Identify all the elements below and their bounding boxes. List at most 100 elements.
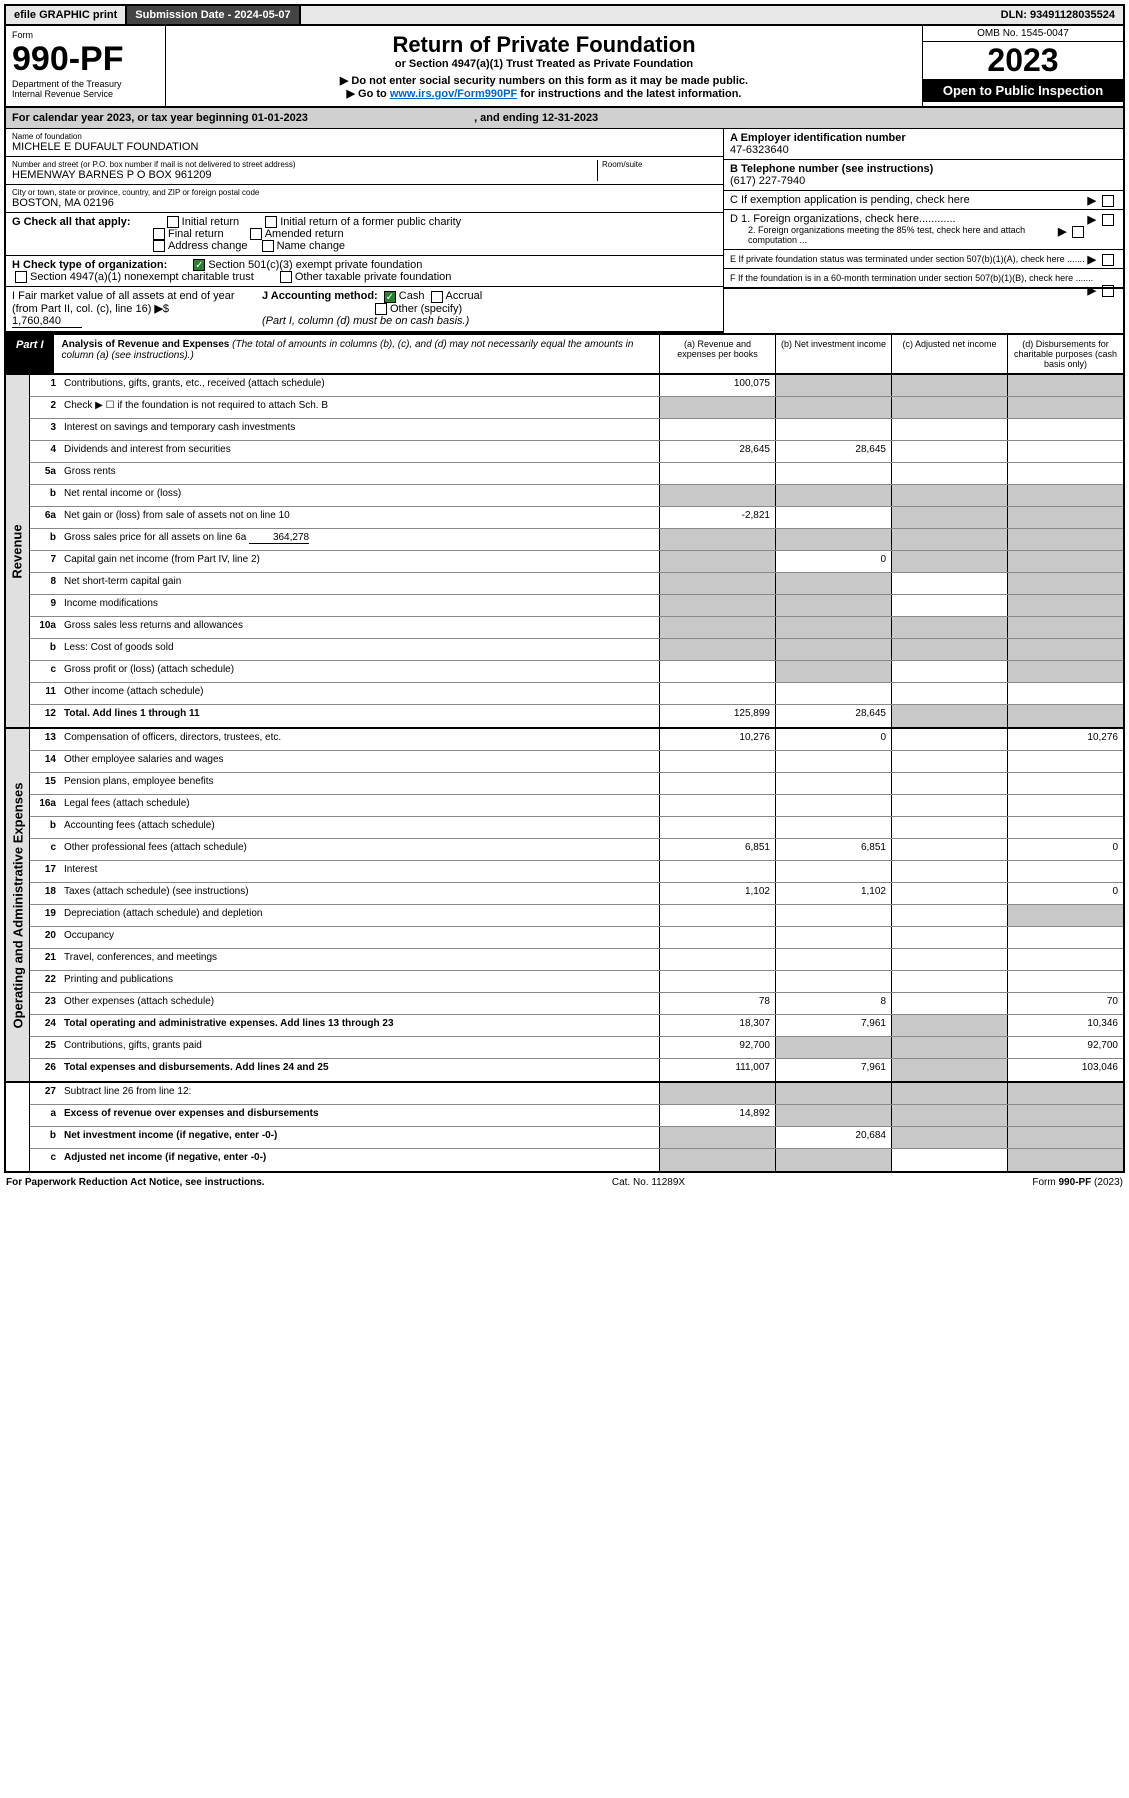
col-b: 7,961 [775, 1015, 891, 1036]
line-no: 23 [30, 993, 60, 1014]
col-d-header: (d) Disbursements for charitable purpose… [1007, 335, 1123, 373]
j-cash: Cash [399, 290, 425, 302]
line-no: 14 [30, 751, 60, 772]
chk-85pct[interactable] [1072, 226, 1084, 238]
line-no: 16a [30, 795, 60, 816]
chk-other-taxable[interactable] [280, 271, 292, 283]
j-accrual: Accrual [446, 290, 483, 302]
col-a [659, 905, 775, 926]
line-desc: Other income (attach schedule) [60, 683, 659, 704]
chk-status-terminated[interactable] [1102, 254, 1114, 266]
col-c [891, 927, 1007, 948]
chk-accrual[interactable] [431, 291, 443, 303]
chk-amended-return[interactable] [250, 228, 262, 240]
name-label: Name of foundation [12, 132, 717, 141]
line-b: bLess: Cost of goods sold [30, 639, 1123, 661]
line-desc: Interest [60, 861, 659, 882]
street-address: HEMENWAY BARNES P O BOX 961209 [12, 169, 597, 181]
col-c [891, 861, 1007, 882]
col-b [775, 795, 891, 816]
irs-label: Internal Revenue Service [12, 89, 159, 99]
col-b: 0 [775, 551, 891, 572]
form-number: 990-PF [12, 40, 159, 79]
col-a [659, 971, 775, 992]
line-no: 13 [30, 729, 60, 750]
chk-other-method[interactable] [375, 303, 387, 315]
line-desc: Total expenses and disbursements. Add li… [60, 1059, 659, 1081]
col-b [775, 1083, 891, 1104]
col-c [891, 551, 1007, 572]
line-no: 21 [30, 949, 60, 970]
line-no: c [30, 661, 60, 682]
col-c [891, 441, 1007, 462]
col-a [659, 661, 775, 682]
chk-60month[interactable] [1102, 285, 1114, 297]
line-desc: Legal fees (attach schedule) [60, 795, 659, 816]
chk-address-change[interactable] [153, 240, 165, 252]
line-8: 8Net short-term capital gain [30, 573, 1123, 595]
g-opt-1: Initial return of a former public charit… [280, 216, 461, 228]
col-a [659, 817, 775, 838]
line-27: 27Subtract line 26 from line 12: [30, 1083, 1123, 1105]
line-12: 12Total. Add lines 1 through 11125,89928… [30, 705, 1123, 727]
col-d [1007, 485, 1123, 506]
line-22: 22Printing and publications [30, 971, 1123, 993]
col-a: 1,102 [659, 883, 775, 904]
col-a-header: (a) Revenue and expenses per books [659, 335, 775, 373]
line-desc: Taxes (attach schedule) (see instruction… [60, 883, 659, 904]
chk-name-change[interactable] [262, 240, 274, 252]
chk-cash[interactable] [384, 291, 396, 303]
i-value: 1,760,840 [12, 315, 82, 328]
col-b [775, 861, 891, 882]
chk-4947a1[interactable] [15, 271, 27, 283]
f-label: F If the foundation is in a 60-month ter… [730, 273, 1093, 283]
line-desc: Pension plans, employee benefits [60, 773, 659, 794]
line-no: 1 [30, 375, 60, 396]
line-no: 22 [30, 971, 60, 992]
line-no: 5a [30, 463, 60, 484]
line-desc: Adjusted net income (if negative, enter … [60, 1149, 659, 1171]
chk-exemption-pending[interactable] [1102, 195, 1114, 207]
h-opt-3: Other taxable private foundation [295, 271, 452, 283]
col-c [891, 993, 1007, 1014]
col-a [659, 595, 775, 616]
col-d [1007, 795, 1123, 816]
col-c [891, 705, 1007, 727]
line-no: 27 [30, 1083, 60, 1104]
form990pf-link[interactable]: www.irs.gov/Form990PF [390, 88, 517, 100]
col-a: -2,821 [659, 507, 775, 528]
chk-foreign-org[interactable] [1102, 214, 1114, 226]
expenses-side-label: Operating and Administrative Expenses [6, 729, 30, 1081]
line-no: 11 [30, 683, 60, 704]
efile-print-label[interactable]: efile GRAPHIC print [6, 6, 127, 24]
form-word: Form [12, 30, 159, 40]
open-public-badge: Open to Public Inspection [923, 79, 1123, 102]
line-desc: Other expenses (attach schedule) [60, 993, 659, 1014]
chk-initial-return[interactable] [167, 216, 179, 228]
line-no: 7 [30, 551, 60, 572]
col-a [659, 795, 775, 816]
line-desc: Subtract line 26 from line 12: [60, 1083, 659, 1104]
info-block: Name of foundation MICHELE E DUFAULT FOU… [4, 129, 1125, 333]
col-d [1007, 971, 1123, 992]
line-no: 4 [30, 441, 60, 462]
line-b: bAccounting fees (attach schedule) [30, 817, 1123, 839]
chk-final-return[interactable] [153, 228, 165, 240]
col-d [1007, 529, 1123, 550]
line-9: 9Income modifications [30, 595, 1123, 617]
col-b [775, 617, 891, 638]
h-opt-2: Section 4947(a)(1) nonexempt charitable … [30, 271, 254, 283]
a-label: A Employer identification number [730, 132, 906, 144]
line-4: 4Dividends and interest from securities2… [30, 441, 1123, 463]
line-19: 19Depreciation (attach schedule) and dep… [30, 905, 1123, 927]
col-a: 28,645 [659, 441, 775, 462]
col-b [775, 905, 891, 926]
chk-501c3[interactable] [193, 259, 205, 271]
chk-initial-former[interactable] [265, 216, 277, 228]
col-b [775, 595, 891, 616]
col-b: 1,102 [775, 883, 891, 904]
col-b: 7,961 [775, 1059, 891, 1081]
line-desc: Capital gain net income (from Part IV, l… [60, 551, 659, 572]
col-d [1007, 1149, 1123, 1171]
line-desc: Depreciation (attach schedule) and deple… [60, 905, 659, 926]
